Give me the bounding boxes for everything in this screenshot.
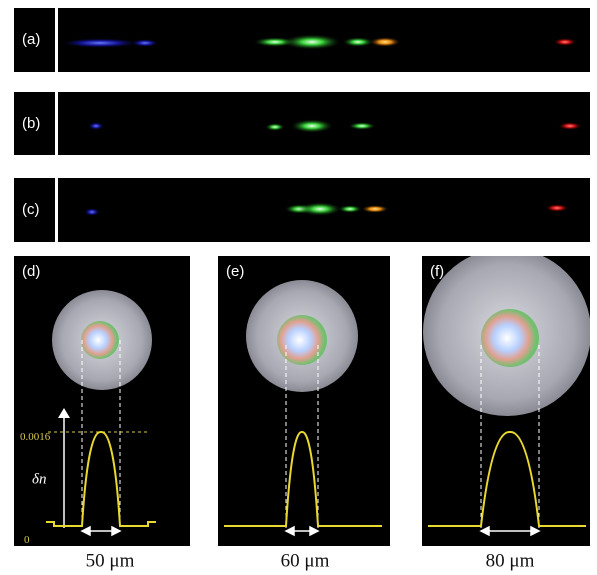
panel-label: (f)	[430, 263, 444, 280]
width-label: 80 μm	[486, 550, 535, 571]
strip-a: (a)	[14, 8, 590, 72]
panel-e: (e)	[218, 256, 390, 546]
width-label: 50 μm	[86, 550, 135, 571]
peak-label: 0.0016	[20, 431, 51, 443]
zero-label: 0	[24, 534, 30, 546]
panel-d: (d) 0.0016 δn 0	[14, 256, 190, 546]
panel-label: (e)	[226, 263, 244, 280]
axis-symbol: δn	[32, 471, 46, 487]
panel-label: (d)	[22, 263, 40, 280]
panel-label: (c)	[22, 201, 40, 218]
width-label: 60 μm	[281, 550, 330, 571]
figure: (a) (b) (c) (d) 0.0016 δn 0 50 μm (e)	[0, 0, 597, 575]
strip-b: (b)	[14, 92, 590, 155]
panel-label: (a)	[22, 31, 40, 48]
panel-label: (b)	[22, 115, 40, 132]
strip-c: (c)	[14, 178, 590, 242]
page: (a) (b) (c) (d) 0.0016 δn 0 50 μm (e)	[0, 0, 597, 575]
panel-f: (f)	[422, 248, 591, 546]
